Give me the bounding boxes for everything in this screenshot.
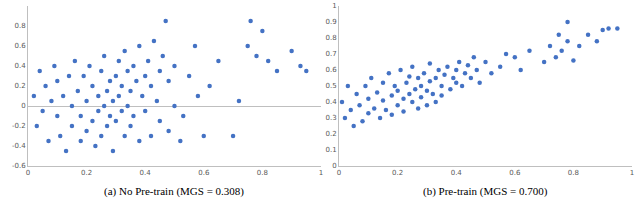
svg-text:1: 1 xyxy=(319,169,323,177)
svg-text:0.6: 0.6 xyxy=(14,42,26,50)
svg-text:0.3: 0.3 xyxy=(326,114,337,122)
svg-text:0: 0 xyxy=(26,169,30,177)
svg-text:0.6: 0.6 xyxy=(326,66,338,74)
svg-text:0.8: 0.8 xyxy=(14,22,25,30)
svg-text:0.8: 0.8 xyxy=(257,169,268,177)
svg-text:0: 0 xyxy=(21,102,25,110)
svg-text:-0.2: -0.2 xyxy=(12,122,26,130)
svg-text:0.2: 0.2 xyxy=(392,169,403,177)
svg-text:0.2: 0.2 xyxy=(81,169,92,177)
svg-text:0.4: 0.4 xyxy=(140,169,152,177)
svg-text:0.8: 0.8 xyxy=(326,34,337,42)
svg-text:(b) Pre-train (MGS = 0.700): (b) Pre-train (MGS = 0.700) xyxy=(423,185,548,198)
svg-text:1: 1 xyxy=(332,2,336,10)
svg-text:0.4: 0.4 xyxy=(14,62,26,70)
svg-text:0: 0 xyxy=(337,169,341,177)
svg-text:0.6: 0.6 xyxy=(198,169,210,177)
svg-text:0.2: 0.2 xyxy=(326,130,337,138)
svg-text:0.8: 0.8 xyxy=(568,169,579,177)
svg-text:0.5: 0.5 xyxy=(326,82,337,90)
svg-text:1: 1 xyxy=(630,169,634,177)
svg-text:0.7: 0.7 xyxy=(326,50,337,58)
svg-text:0.1: 0.1 xyxy=(326,146,337,154)
svg-text:-0.6: -0.6 xyxy=(12,162,26,170)
svg-text:0: 0 xyxy=(332,162,336,170)
svg-text:0.2: 0.2 xyxy=(14,82,25,90)
svg-text:(a) No Pre-train (MGS = 0.308): (a) No Pre-train (MGS = 0.308) xyxy=(104,185,244,198)
svg-text:0.6: 0.6 xyxy=(509,169,521,177)
svg-text:0.4: 0.4 xyxy=(451,169,463,177)
svg-text:0.4: 0.4 xyxy=(326,98,338,106)
svg-text:-0.4: -0.4 xyxy=(12,142,26,150)
svg-text:0.9: 0.9 xyxy=(326,18,337,26)
